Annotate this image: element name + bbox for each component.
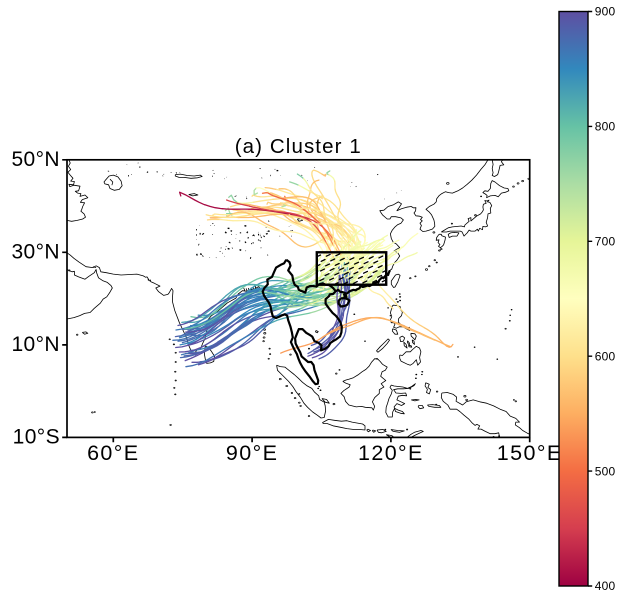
svg-text:150°E: 150°E [497, 441, 563, 465]
svg-text:900: 900 [595, 5, 616, 19]
svg-text:120°E: 120°E [358, 441, 424, 465]
svg-text:30°N: 30°N [11, 240, 60, 263]
svg-text:10°N: 10°N [11, 333, 60, 356]
svg-text:50°N: 50°N [11, 148, 60, 171]
svg-text:90°E: 90°E [226, 441, 278, 465]
svg-text:60°E: 60°E [87, 441, 139, 465]
svg-text:700: 700 [595, 235, 616, 249]
svg-text:500: 500 [595, 464, 616, 478]
svg-text:400: 400 [595, 579, 616, 593]
svg-text:10°S: 10°S [13, 425, 60, 448]
svg-text:(a) Cluster 1: (a) Cluster 1 [235, 135, 362, 158]
svg-text:800: 800 [595, 120, 616, 134]
svg-text:600: 600 [595, 349, 616, 363]
